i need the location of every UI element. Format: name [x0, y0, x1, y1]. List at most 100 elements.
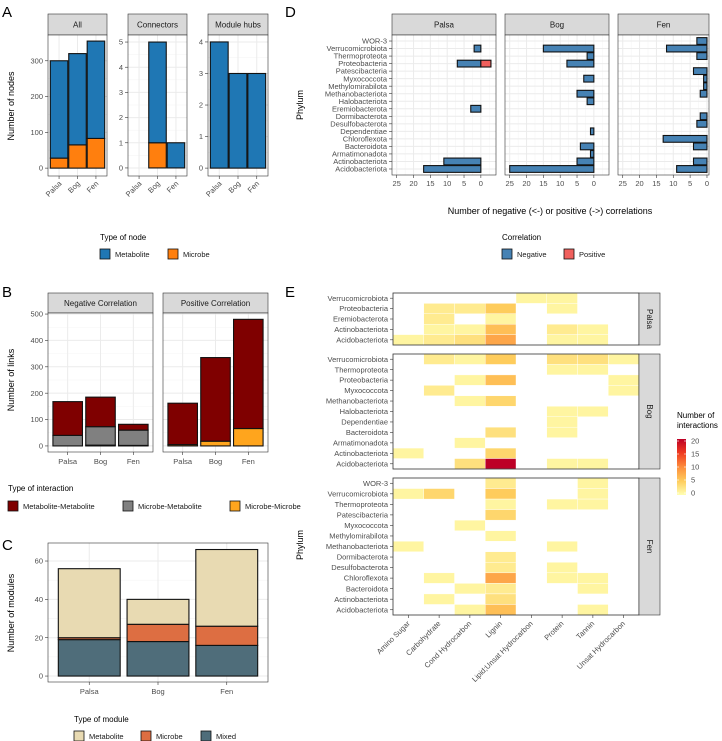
y-tick-label-phylum: Bacteroidota — [346, 428, 389, 437]
a-y-axis-title: Number of nodes — [6, 71, 16, 141]
y-tick-label-phylum: Halobacteriota — [340, 407, 389, 416]
d-legend-negative-label: Negative — [517, 250, 547, 259]
bar-negative-methylomirabilota — [703, 82, 708, 91]
b-facet-1-strip-label: Positive Correlation — [181, 299, 250, 308]
heat-cell-halobacteriota-protein — [546, 406, 578, 417]
heat-cell-eremiobacterota-lignin — [485, 313, 517, 325]
colorbar-tick-label: 10 — [691, 463, 699, 472]
y-tick-label-phylum: Bacteroidota — [346, 584, 389, 593]
bar-bog-mixed — [126, 640, 190, 677]
bar-negative-acidobacteriota — [676, 165, 708, 173]
bar-negative-bacteroidota — [692, 142, 708, 151]
bar-palsa-metabolite — [49, 60, 69, 159]
e-legend-title: interactions — [677, 421, 718, 430]
y-tick-label-phylum: Dependentiae — [340, 127, 387, 136]
y-tick-label: 0 — [119, 164, 123, 173]
c-legend-mixed-label: Mixed — [216, 732, 236, 741]
y-tick-label: 0 — [39, 164, 43, 173]
panel-letter-e: E — [285, 284, 295, 301]
bar-fen-metabolite — [247, 72, 267, 169]
heat-cell-acidobacteriota-lignin — [485, 604, 517, 616]
heat-cell-bacteroidota-lignin — [485, 426, 517, 438]
colorbar-tick-label: 20 — [691, 437, 699, 446]
x-tick-label: 20 — [522, 179, 530, 188]
heat-cell-acidobacteriota-amino-sugar — [392, 334, 424, 346]
heat-cell-verrucomicrobiota-cond-hydrocarbon — [454, 353, 486, 365]
y-tick-label-phylum: Proteobacteria — [339, 376, 389, 385]
b-y-axis-title: Number of links — [6, 348, 16, 411]
bar-bog-microbe-microbe — [200, 440, 231, 447]
y-tick-label: 4 — [199, 38, 203, 47]
y-tick-label: 300 — [30, 56, 43, 65]
heat-cell-dormibacterota-lignin — [485, 551, 517, 563]
bar-negative-actinobacteriota — [576, 157, 595, 166]
d-legend-negative-swatch — [501, 248, 513, 260]
x-tick-label: Bog — [151, 687, 164, 696]
bar-palsa-metabolite — [57, 568, 121, 639]
b-legend-mic-mic-swatch — [229, 500, 241, 512]
y-tick-label-phylum: Myxococcota — [344, 521, 389, 530]
y-tick-label: 3 — [119, 88, 123, 97]
y-tick-label-phylum: Methylomirabilota — [329, 532, 389, 541]
y-tick-label-phylum: Verrucomicrobiota — [327, 44, 388, 53]
c-legend-mixed-swatch — [200, 730, 212, 741]
bar-bog-metabolite — [148, 41, 167, 144]
e-facet-1-strip-label: Bog — [645, 404, 654, 418]
bar-fen-microbe — [86, 137, 106, 169]
y-tick-label-phylum: Dormibacterota — [337, 553, 389, 562]
y-tick-label-phylum: Acidobacteriota — [335, 165, 388, 174]
heat-cell-actinobacteriota-carbohydrate — [423, 593, 455, 605]
heat-cell-acidobacteriota-lignin — [485, 458, 517, 470]
x-tick-label: Fen — [165, 179, 181, 195]
a-legend-microbe-label: Microbe — [183, 250, 210, 259]
y-tick-label-phylum: Desulfobacterota — [330, 119, 388, 128]
heat-cell-acidobacteriota-protein — [546, 334, 578, 346]
heat-cell-acidobacteriota-cond-hydrocarbon — [454, 458, 486, 470]
x-tick-label: 5 — [688, 179, 692, 188]
y-tick-label: 500 — [30, 310, 43, 319]
heat-cell-methylomirabilota-lignin — [485, 530, 517, 542]
d-facet-2-panel-border — [617, 34, 710, 176]
x-tick-label: Bog — [66, 179, 82, 195]
y-tick-label-phylum: Myxococcota — [344, 386, 389, 395]
heat-cell-myxococcota-unsat-hydrocarbon — [608, 385, 640, 397]
bar-negative-dormibacterota — [699, 112, 708, 121]
heat-cell-armatimonadota-cond-hydrocarbon — [454, 437, 486, 449]
y-tick-label-phylum: Chloroflexota — [344, 574, 389, 583]
bar-negative-proteobacteria — [456, 59, 482, 68]
heat-cell-myxococcota-cond-hydrocarbon — [454, 519, 486, 531]
panel-letter-b: B — [2, 284, 12, 301]
y-tick-label: 100 — [30, 128, 43, 137]
b-legend-mic-met-label: Microbe-Metabolite — [138, 502, 202, 511]
x-tick-label: Fen — [85, 179, 101, 195]
y-tick-label: 2 — [199, 101, 203, 110]
bar-fen-microbe-metabolite — [117, 429, 149, 446]
x-tick-label: Palsa — [204, 178, 224, 198]
x-tick-label: Bog — [227, 179, 243, 195]
heat-cell-acidobacteriota-protein — [546, 458, 578, 470]
y-tick-label-phylum: Thermoproteota — [335, 500, 389, 509]
a-facet-0-strip-label: All — [73, 21, 82, 30]
bar-negative-thermoproteota — [696, 52, 708, 61]
bar-fen-metabolite — [195, 548, 259, 627]
panel-letter-a: A — [2, 4, 12, 21]
heat-cell-desulfobacterota-protein — [546, 562, 578, 574]
bar-bog-metabolite — [126, 598, 190, 625]
bar-bog-microbe — [126, 623, 190, 643]
y-tick-label-phylum: Verrucomicrobiota — [328, 489, 389, 498]
heat-cell-wor-3-tannin — [577, 477, 609, 489]
heat-cell-actinobacteriota-cond-hydrocarbon — [454, 324, 486, 335]
x-tick-label: 0 — [592, 179, 596, 188]
bar-negative-actinobacteriota — [692, 157, 708, 166]
a-legend-metabolite-swatch — [99, 248, 111, 260]
heat-cell-acidobacteriota-cond-hydrocarbon — [454, 604, 486, 616]
heat-cell-eremiobacterota-carbohydrate — [423, 313, 455, 325]
heat-cell-verrucomicrobiota-tannin — [577, 488, 609, 500]
x-tick-label-compound-class: Tannin — [574, 619, 596, 641]
x-tick-label: Fen — [246, 179, 262, 195]
x-tick-label-compound-class: Lignin — [484, 619, 505, 640]
heat-cell-patescibacteria-lignin — [485, 509, 517, 521]
y-tick-label-phylum: Armatimonadota — [332, 150, 388, 159]
heat-cell-wor-3-lignin — [485, 477, 517, 489]
